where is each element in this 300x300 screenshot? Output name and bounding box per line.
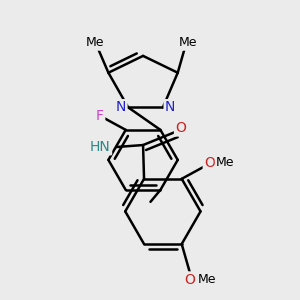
Text: Me: Me	[178, 37, 197, 50]
Text: Me: Me	[216, 157, 235, 169]
Text: O: O	[204, 156, 215, 170]
Text: HN: HN	[90, 140, 111, 154]
Text: O: O	[184, 273, 195, 287]
Text: F: F	[96, 109, 104, 123]
Text: Me: Me	[85, 37, 104, 50]
Text: N: N	[116, 100, 126, 114]
Text: N: N	[165, 100, 175, 114]
Text: O: O	[175, 121, 186, 135]
Text: Me: Me	[198, 273, 217, 286]
